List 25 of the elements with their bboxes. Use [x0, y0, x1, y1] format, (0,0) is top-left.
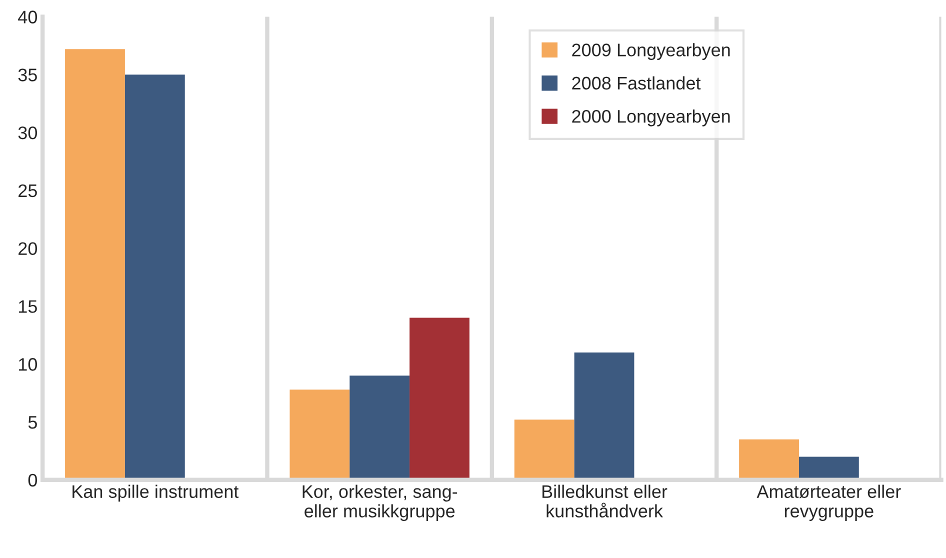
bar	[574, 352, 634, 480]
bar	[514, 420, 574, 480]
bar	[65, 49, 125, 480]
x-tick-label: Kan spille instrument	[72, 484, 239, 502]
y-tick-label: 5	[28, 416, 37, 429]
y-tick-label: 0	[28, 474, 38, 487]
legend-label: 2008 Fastlandet	[572, 76, 701, 90]
x-tick-label: Amatørteater eller revygruppe	[756, 484, 901, 522]
legend-label: 2000 Longyearbyen	[572, 109, 730, 126]
bar	[290, 390, 350, 480]
y-tick-label: 35	[18, 68, 37, 82]
x-tick-label: Kor, orkester, sang- eller musikkgruppe	[302, 484, 458, 522]
bar	[410, 318, 470, 480]
bar	[350, 376, 410, 480]
y-tick-label: 15	[19, 300, 37, 313]
bar	[124, 74, 185, 480]
x-tick-label: Billedkunst eller kunsthåndverk	[542, 484, 668, 518]
legend-label: 2009 Longyearbyen	[572, 43, 730, 60]
y-tick-label: 30	[18, 126, 38, 140]
bar	[798, 456, 859, 480]
bar	[739, 439, 799, 480]
y-tick-label: 20	[18, 242, 38, 256]
y-tick-label: 25	[18, 184, 37, 198]
y-tick-label: 40	[18, 10, 38, 24]
y-tick-label: 10	[19, 358, 38, 371]
